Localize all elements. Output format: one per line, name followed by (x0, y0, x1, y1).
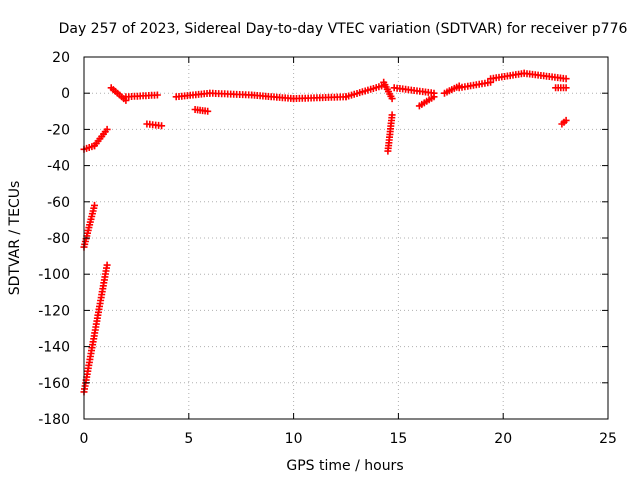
data-point-series-segment (80, 201, 98, 251)
x-axis-label: GPS time / hours (286, 458, 403, 474)
y-tick-label: -140 (38, 340, 70, 356)
data-point-series-segment (455, 78, 495, 92)
y-tick-label: -100 (38, 267, 70, 283)
y-tick-label: -180 (38, 412, 70, 428)
data-point-series-segment (107, 84, 130, 104)
data-point-series-segment (487, 69, 528, 83)
data-point-series-segment (384, 111, 396, 155)
data-points (80, 69, 570, 396)
data-point-series-segment (290, 93, 350, 103)
plot-frame (83, 56, 609, 420)
data-point-series-segment (191, 106, 212, 115)
y-tick-label: -160 (38, 376, 70, 392)
x-tick-label: 20 (494, 431, 512, 447)
x-tick-label: 5 (184, 431, 193, 447)
x-tick-label: 25 (599, 431, 617, 447)
data-point-series-segment (143, 120, 166, 130)
y-tick-label: -120 (38, 303, 70, 319)
y-tick-label: 20 (52, 50, 70, 66)
data-point-series-segment (390, 84, 438, 97)
x-tick-label: 10 (285, 431, 303, 447)
data-point-series-segment (558, 116, 570, 128)
chart-title: Day 257 of 2023, Sidereal Day-to-day VTE… (59, 21, 628, 37)
data-point-series-segment (206, 89, 256, 99)
data-point-series-segment (552, 84, 570, 92)
y-tick-label: -40 (47, 159, 70, 175)
data-point-series-segment (91, 125, 111, 150)
y-axis-label: SDTVAR / TECUs (7, 181, 23, 296)
data-point-series-segment (172, 89, 214, 101)
y-tick-label: 0 (61, 86, 70, 102)
data-point-series-segment (415, 93, 438, 110)
data-point-series-segment (122, 91, 161, 101)
grid (84, 57, 608, 419)
y-tick-label: -20 (47, 122, 70, 138)
y-tick-label: -60 (47, 195, 70, 211)
x-tick-label: 15 (389, 431, 407, 447)
y-tick-label: -80 (47, 231, 70, 247)
x-tick-label: 0 (80, 431, 89, 447)
data-point-series-segment (380, 78, 396, 103)
data-point-series-segment (342, 82, 386, 101)
axis-ticks: 0 5 10 15 20 25 -180 -160 -140 -120 -100 -80 -60 -40 -… (38, 50, 617, 447)
data-point-series-segment (80, 261, 111, 396)
data-point-series-segment (520, 69, 570, 83)
